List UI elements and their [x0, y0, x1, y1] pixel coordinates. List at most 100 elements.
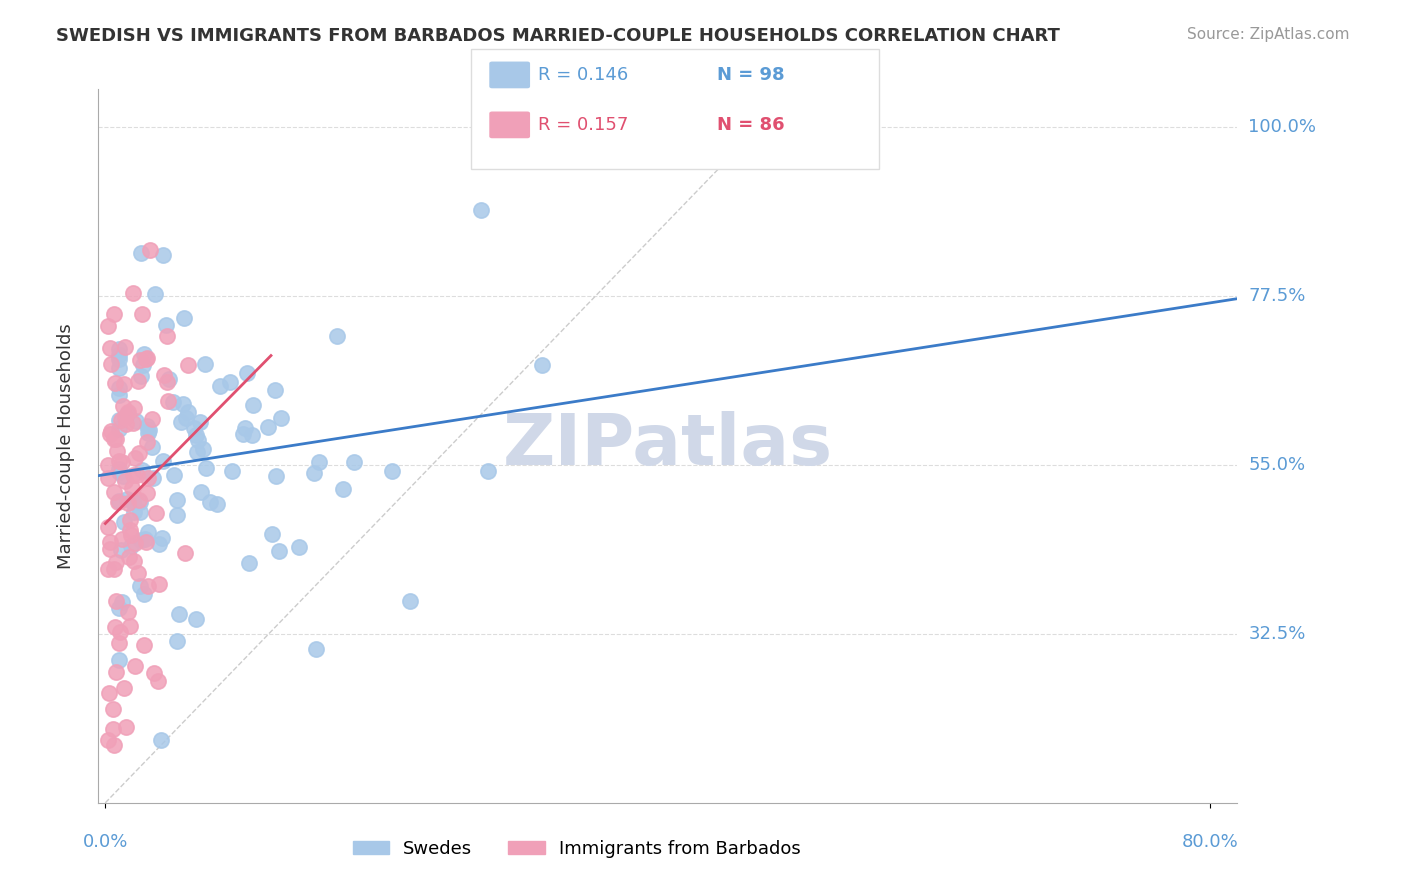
- Point: [103, 722, 125, 736]
- Point: [108, 422, 131, 436]
- Point: [101, 702, 124, 716]
- Point: [100, 425, 122, 439]
- Point: [131, 463, 153, 477]
- Point: [257, 420, 280, 434]
- Text: N = 86: N = 86: [717, 116, 785, 134]
- Point: [120, 539, 142, 553]
- Point: [105, 594, 128, 608]
- Point: [108, 625, 131, 640]
- Point: [184, 428, 207, 442]
- Text: Source: ZipAtlas.com: Source: ZipAtlas.com: [1187, 27, 1350, 42]
- Point: [136, 579, 159, 593]
- Point: [121, 467, 143, 482]
- Point: [138, 423, 160, 437]
- Point: [148, 536, 170, 550]
- Point: [135, 434, 157, 449]
- Point: [138, 524, 160, 539]
- Point: [184, 612, 207, 626]
- Point: [128, 505, 150, 519]
- Point: [260, 527, 283, 541]
- Point: [129, 246, 152, 260]
- Point: [121, 481, 143, 495]
- Point: [236, 366, 259, 380]
- Point: [108, 348, 131, 362]
- Point: [122, 505, 145, 519]
- Point: [124, 659, 146, 673]
- Point: [117, 491, 139, 506]
- Point: [135, 351, 157, 365]
- Point: [122, 493, 145, 508]
- Point: [105, 432, 128, 446]
- Point: [152, 247, 174, 261]
- Point: [100, 357, 122, 371]
- Point: [104, 665, 127, 679]
- Text: N = 98: N = 98: [717, 66, 785, 84]
- Point: [103, 307, 125, 321]
- Point: [97, 733, 120, 747]
- Point: [103, 738, 125, 752]
- Point: [128, 445, 150, 459]
- Point: [381, 464, 404, 478]
- Point: [115, 720, 138, 734]
- Point: [129, 353, 152, 368]
- Point: [132, 359, 155, 373]
- Point: [177, 358, 200, 372]
- Point: [240, 428, 263, 442]
- Point: [128, 493, 150, 508]
- Point: [191, 442, 214, 456]
- Point: [105, 444, 128, 458]
- Point: [108, 361, 131, 376]
- Point: [170, 415, 193, 429]
- Point: [142, 666, 165, 681]
- Point: [136, 471, 159, 485]
- Point: [98, 541, 121, 556]
- Point: [124, 450, 146, 465]
- Point: [136, 485, 159, 500]
- Point: [112, 681, 135, 695]
- Point: [155, 329, 177, 343]
- Point: [111, 455, 134, 469]
- Point: [111, 532, 134, 546]
- Text: SWEDISH VS IMMIGRANTS FROM BARBADOS MARRIED-COUPLE HOUSEHOLDS CORRELATION CHART: SWEDISH VS IMMIGRANTS FROM BARBADOS MARR…: [56, 27, 1060, 45]
- Text: ZIPatlas: ZIPatlas: [503, 411, 832, 481]
- Point: [128, 495, 150, 509]
- Point: [194, 357, 217, 371]
- Point: [141, 440, 163, 454]
- Point: [238, 556, 260, 570]
- Point: [188, 415, 211, 429]
- Point: [146, 673, 169, 688]
- Point: [117, 496, 139, 510]
- Point: [343, 455, 366, 469]
- Point: [124, 415, 146, 429]
- Point: [117, 606, 139, 620]
- Point: [97, 520, 120, 534]
- Text: 55.0%: 55.0%: [1249, 456, 1306, 474]
- Point: [177, 405, 200, 419]
- Point: [117, 407, 139, 421]
- Point: [108, 351, 131, 366]
- Point: [194, 461, 217, 475]
- Point: [176, 410, 198, 425]
- Point: [132, 638, 155, 652]
- Point: [131, 307, 153, 321]
- Point: [124, 401, 146, 416]
- Point: [242, 398, 264, 412]
- Point: [326, 329, 349, 343]
- Point: [110, 595, 132, 609]
- Point: [127, 374, 149, 388]
- Point: [305, 642, 328, 657]
- Point: [135, 535, 157, 549]
- Point: [108, 343, 131, 357]
- Point: [270, 410, 292, 425]
- Point: [304, 466, 326, 480]
- Point: [135, 419, 157, 434]
- Point: [136, 425, 159, 440]
- Point: [150, 733, 173, 747]
- Point: [135, 351, 157, 366]
- Point: [97, 686, 120, 700]
- Text: 77.5%: 77.5%: [1249, 286, 1306, 305]
- Point: [183, 421, 205, 435]
- Point: [108, 465, 131, 479]
- Point: [117, 405, 139, 419]
- Point: [122, 286, 145, 301]
